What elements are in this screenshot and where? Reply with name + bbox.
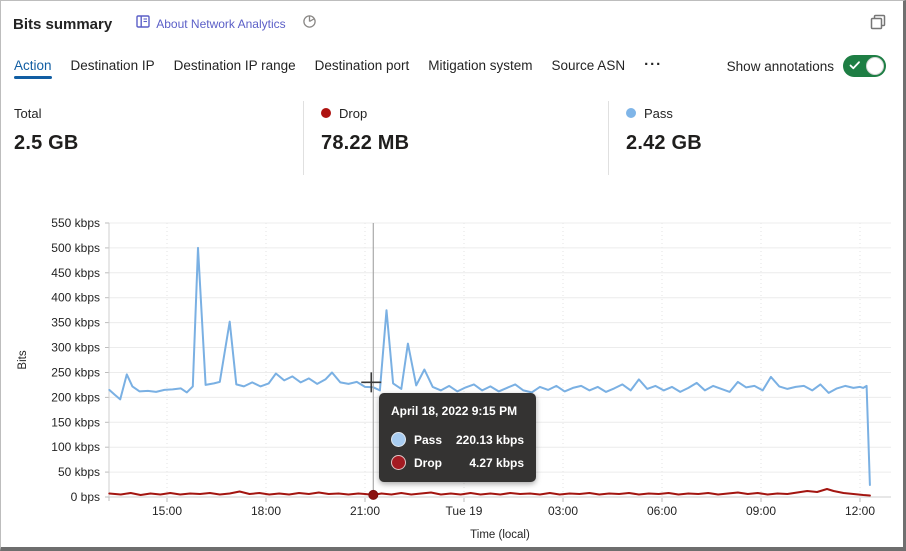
restore-window-icon[interactable] [869, 13, 887, 36]
tooltip-pass-label: Pass [414, 432, 443, 447]
y-tick-label: 100 kbps [51, 440, 100, 454]
check-icon [849, 61, 860, 70]
book-icon [136, 15, 150, 33]
y-tick-label: 400 kbps [51, 291, 100, 305]
y-tick-label: 450 kbps [51, 266, 100, 280]
x-tick-label: Tue 19 [446, 504, 483, 518]
x-axis-title: Time (local) [470, 529, 530, 541]
pass-legend-dot [626, 108, 636, 118]
x-tick-label: 15:00 [152, 504, 182, 518]
y-tick-label: 550 kbps [51, 216, 100, 230]
x-tick-label: 09:00 [746, 504, 776, 518]
more-tabs-icon[interactable]: ··· [644, 56, 663, 73]
tooltip-pass-value: 220.13 kbps [456, 432, 525, 447]
tooltip-timestamp: April 18, 2022 9:15 PM [391, 404, 518, 418]
tooltip-drop-value: 4.27 kbps [469, 455, 525, 470]
tab-destination-ip[interactable]: Destination IP [70, 58, 155, 73]
chart-tooltip: April 18, 2022 9:15 PM Pass 220.13 kbps … [379, 393, 537, 482]
show-annotations-control: Show annotations [727, 55, 886, 77]
tab-mitigation-system[interactable]: Mitigation system [428, 58, 533, 73]
panel-header: Bits summary About Network Analytics [13, 14, 317, 34]
stat-drop-value: 78.22 MB [321, 132, 410, 154]
stat-divider [608, 101, 609, 175]
about-link-label: About Network Analytics [156, 17, 286, 31]
y-tick-label: 300 kbps [51, 341, 100, 355]
x-tick-label: 03:00 [548, 504, 578, 518]
y-axis-title: Bits [17, 350, 29, 369]
x-tick-label: 12:00 [845, 504, 875, 518]
y-tick-label: 500 kbps [51, 241, 100, 255]
x-tick-label: 21:00 [350, 504, 380, 518]
stat-drop: Drop 78.22 MB [321, 105, 409, 155]
y-tick-label: 200 kbps [51, 390, 100, 404]
show-annotations-label: Show annotations [726, 58, 834, 74]
y-tick-label: 250 kbps [51, 366, 100, 380]
tooltip-pass-row: Pass 220.13 kbps [391, 432, 524, 447]
tab-destination-ip-range[interactable]: Destination IP range [173, 58, 296, 73]
hovered-drop-point-marker [368, 489, 379, 500]
y-tick-label: 150 kbps [51, 415, 100, 429]
x-tick-label: 06:00 [647, 504, 677, 518]
y-tick-label: 50 kbps [58, 465, 100, 479]
x-tick-label: 18:00 [251, 504, 281, 518]
y-tick-label: 0 bps [71, 490, 100, 504]
pass-series-line[interactable] [108, 246, 871, 486]
stat-pass-value: 2.42 GB [626, 132, 702, 154]
show-annotations-toggle[interactable] [843, 55, 886, 77]
pass-series-dot [391, 432, 406, 447]
stat-total-value: 2.5 GB [14, 132, 79, 154]
stat-total-label: Total [14, 105, 42, 121]
tab-source-asn[interactable]: Source ASN [551, 58, 626, 73]
stat-total: Total 2.5 GB [14, 105, 79, 155]
pie-chart-icon [302, 14, 317, 34]
page-title: Bits summary [13, 15, 113, 33]
drop-legend-dot [321, 108, 331, 118]
tab-action[interactable]: Action [14, 58, 52, 79]
tooltip-drop-label: Drop [414, 455, 442, 470]
y-tick-label: 350 kbps [51, 316, 100, 330]
tab-destination-port[interactable]: Destination port [314, 58, 410, 73]
drop-series-dot [391, 455, 406, 470]
stat-drop-label: Drop [339, 105, 368, 121]
pivot-tabs: Action Destination IP Destination IP ran… [14, 56, 662, 81]
tooltip-drop-row: Drop 4.27 kbps [391, 455, 524, 470]
stat-pass-label: Pass [644, 105, 673, 121]
drop-series-line[interactable] [108, 488, 871, 497]
about-network-analytics-link[interactable]: About Network Analytics [136, 15, 286, 33]
stat-divider [303, 101, 304, 175]
stat-pass: Pass 2.42 GB [626, 105, 702, 155]
toggle-knob [866, 57, 884, 75]
